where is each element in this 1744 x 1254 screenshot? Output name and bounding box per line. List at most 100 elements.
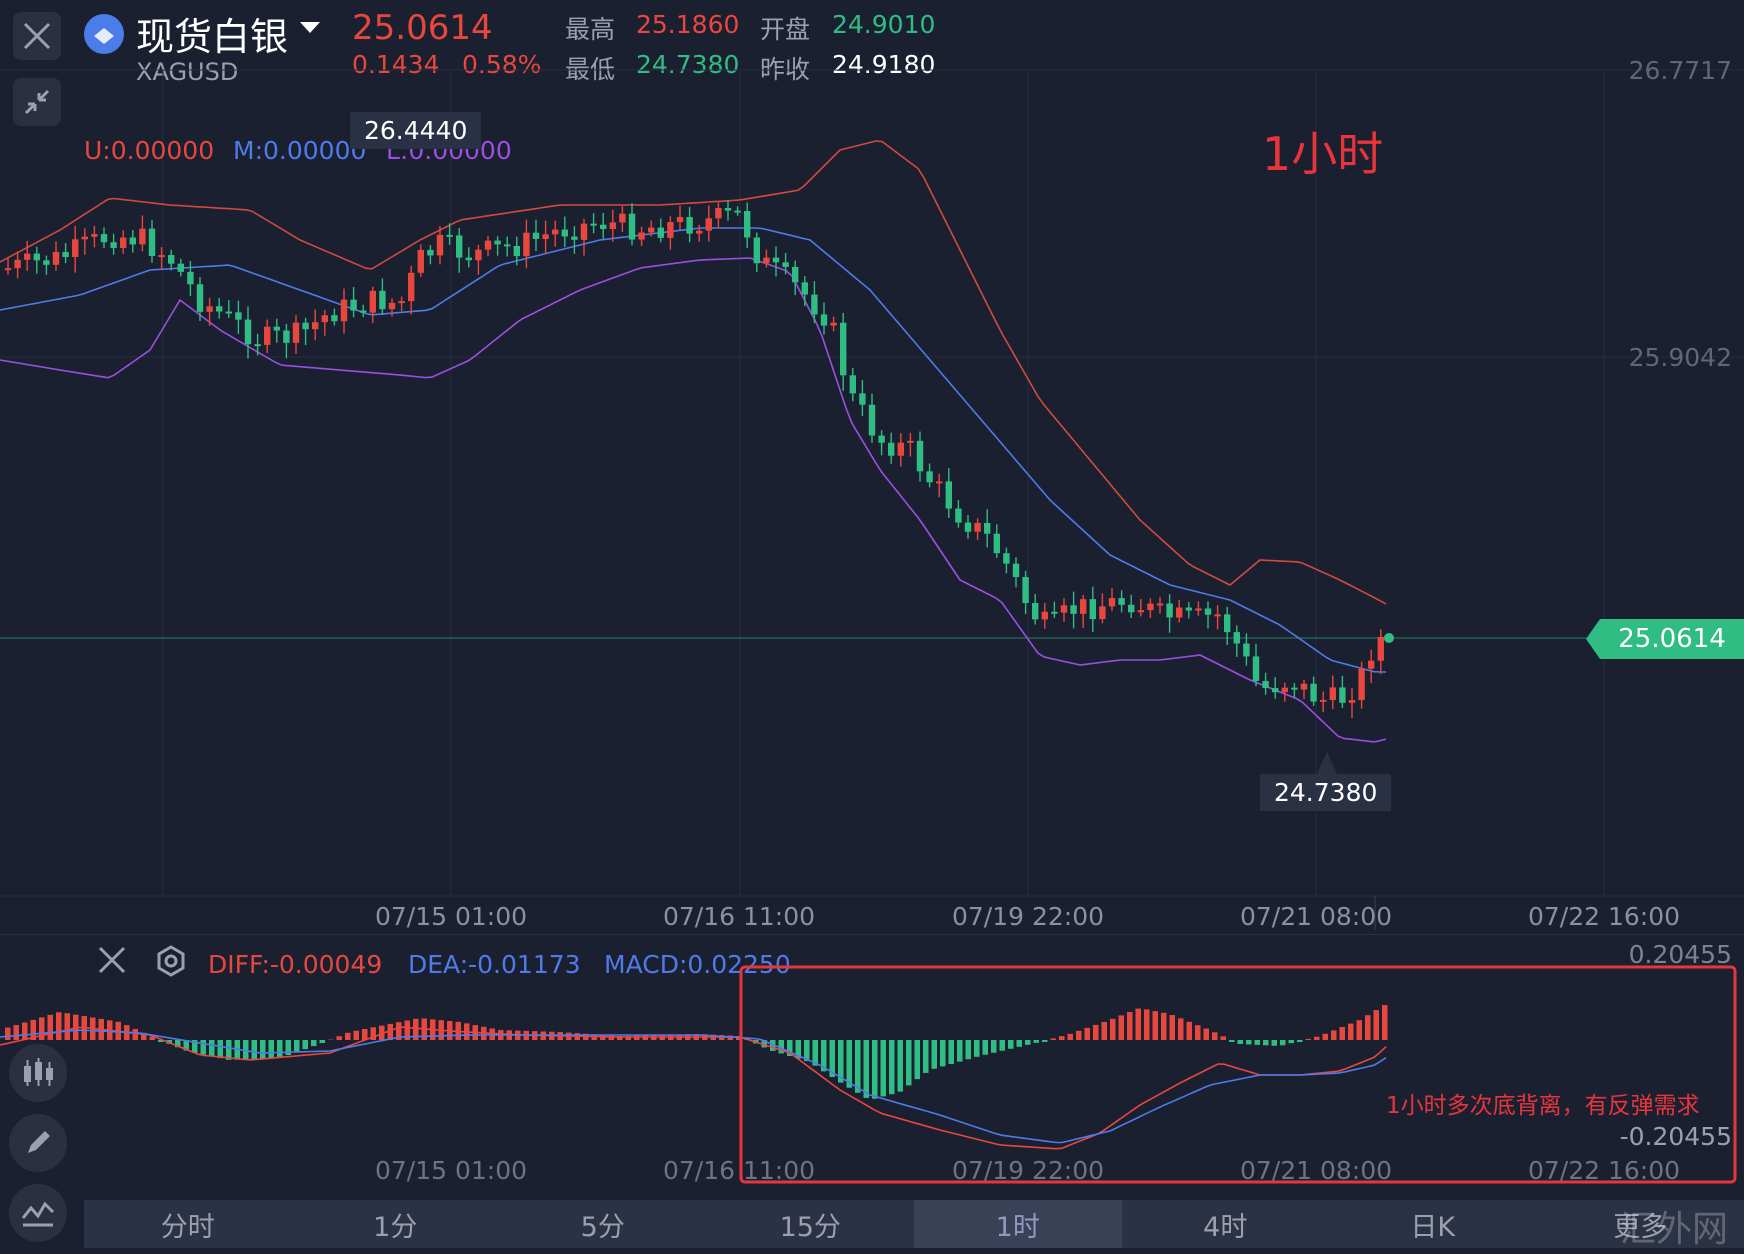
candle-body bbox=[177, 263, 184, 272]
macd-bar bbox=[1118, 1015, 1124, 1040]
candle-body bbox=[148, 228, 156, 256]
draw-tool-button[interactable] bbox=[9, 1114, 67, 1172]
candle-body bbox=[196, 284, 204, 312]
macd-x-tick-1: 07/15 01:00 bbox=[374, 1156, 528, 1185]
macd-bar bbox=[302, 1040, 308, 1050]
tab-5min[interactable]: 5分 bbox=[580, 1211, 625, 1243]
macd-bar bbox=[940, 1040, 946, 1067]
macd-bar bbox=[821, 1040, 827, 1072]
high-label: 最高 bbox=[565, 15, 616, 44]
macd-bar bbox=[948, 1040, 954, 1064]
macd-bar bbox=[906, 1040, 912, 1086]
macd-bar bbox=[787, 1040, 793, 1056]
tab-1hour[interactable]: 1时 bbox=[914, 1200, 1122, 1248]
macd-bar bbox=[149, 1036, 155, 1040]
candle-body bbox=[763, 257, 770, 264]
tab-15min[interactable]: 15分 bbox=[779, 1211, 841, 1243]
candle-body bbox=[1099, 606, 1106, 620]
macd-bar bbox=[982, 1040, 988, 1055]
min-tip-pointer bbox=[1317, 752, 1337, 774]
candle-body bbox=[1051, 611, 1058, 614]
macd-bar bbox=[1076, 1030, 1082, 1040]
period-annotation: 1小时 bbox=[1262, 127, 1384, 181]
candle-body bbox=[456, 235, 463, 258]
candle-body bbox=[715, 207, 722, 219]
macd-bar bbox=[1356, 1020, 1362, 1040]
candle-body bbox=[244, 319, 252, 345]
indicator-button[interactable] bbox=[9, 1184, 67, 1242]
watermark: 汇外网 bbox=[1620, 1209, 1729, 1250]
macd-bar bbox=[336, 1036, 342, 1040]
candle-body bbox=[993, 533, 1000, 554]
macd-bar bbox=[243, 1040, 249, 1060]
macd-bar bbox=[141, 1032, 147, 1040]
macd-bar bbox=[1229, 1040, 1235, 1042]
candlestick-chart[interactable] bbox=[0, 0, 1744, 930]
macd-bar bbox=[158, 1040, 164, 1042]
x-tick-5: 07/22 16:00 bbox=[1527, 902, 1681, 931]
tab-daily[interactable]: 日K bbox=[1410, 1211, 1456, 1243]
macd-bar bbox=[370, 1027, 376, 1040]
close-chart-button[interactable] bbox=[13, 12, 61, 60]
candle-body bbox=[331, 315, 338, 322]
candle-body bbox=[225, 311, 232, 314]
macd-bar bbox=[846, 1040, 852, 1088]
boll-lower-line bbox=[0, 257, 1387, 743]
macd-settings-button[interactable] bbox=[154, 944, 188, 982]
candle-body bbox=[1032, 603, 1039, 620]
candle-body bbox=[91, 234, 98, 237]
macd-bar bbox=[1127, 1012, 1133, 1040]
macd-bar bbox=[413, 1018, 419, 1040]
macd-bar bbox=[1144, 1009, 1150, 1040]
candle-body bbox=[936, 481, 943, 484]
price-change: 0.1434 bbox=[352, 50, 440, 79]
chevron-down-icon[interactable] bbox=[300, 22, 320, 33]
macd-bar bbox=[277, 1040, 283, 1058]
candle-body bbox=[964, 522, 972, 532]
macd-bar bbox=[362, 1029, 368, 1040]
x-tick-2: 07/16 11:00 bbox=[662, 902, 816, 931]
collapse-button[interactable] bbox=[13, 78, 61, 126]
macd-chart[interactable] bbox=[0, 935, 1744, 1195]
candle-body bbox=[408, 272, 415, 302]
candle-body bbox=[340, 299, 348, 322]
macd-bar bbox=[889, 1040, 895, 1095]
macd-bar bbox=[192, 1040, 198, 1053]
candle-body bbox=[33, 253, 40, 261]
boll-upper-value: U:0.00000 bbox=[84, 136, 215, 165]
macd-bar bbox=[1297, 1040, 1303, 1042]
macd-close-button[interactable] bbox=[96, 944, 128, 980]
candle-body bbox=[1291, 687, 1298, 690]
candle-body bbox=[984, 523, 991, 534]
candle-body bbox=[955, 508, 962, 523]
candle-body bbox=[552, 229, 559, 235]
high-value: 25.1860 bbox=[636, 10, 740, 39]
candle-body bbox=[475, 249, 482, 261]
macd-bar bbox=[183, 1040, 189, 1051]
candle-body bbox=[110, 242, 117, 248]
candle-body bbox=[907, 440, 914, 443]
tab-4hour[interactable]: 4时 bbox=[1203, 1211, 1248, 1243]
tab-intraday[interactable]: 分时 bbox=[160, 1211, 215, 1243]
macd-bar bbox=[1178, 1018, 1184, 1040]
candle-body bbox=[494, 240, 501, 245]
tab-1min[interactable]: 1分 bbox=[373, 1211, 418, 1243]
candle-body bbox=[753, 237, 760, 264]
candle-body bbox=[1243, 643, 1250, 657]
instrument-name[interactable]: 现货白银 bbox=[136, 15, 289, 59]
candle-body bbox=[216, 306, 223, 312]
instrument-symbol: XAGUSD bbox=[136, 58, 239, 86]
macd-bar bbox=[991, 1040, 997, 1053]
candle-type-button[interactable] bbox=[9, 1044, 67, 1102]
macd-bar bbox=[5, 1027, 11, 1040]
macd-bar bbox=[1042, 1040, 1048, 1042]
macd-bar bbox=[1280, 1040, 1286, 1046]
candle-body bbox=[1060, 605, 1068, 613]
candle-body bbox=[1118, 598, 1125, 605]
candle-body bbox=[129, 237, 136, 245]
tab-more[interactable]: 更多 bbox=[1613, 1211, 1668, 1243]
candle-body bbox=[772, 257, 780, 263]
macd-bar bbox=[1110, 1018, 1116, 1040]
macd-bar bbox=[1288, 1040, 1294, 1044]
candle-body bbox=[1185, 607, 1192, 611]
